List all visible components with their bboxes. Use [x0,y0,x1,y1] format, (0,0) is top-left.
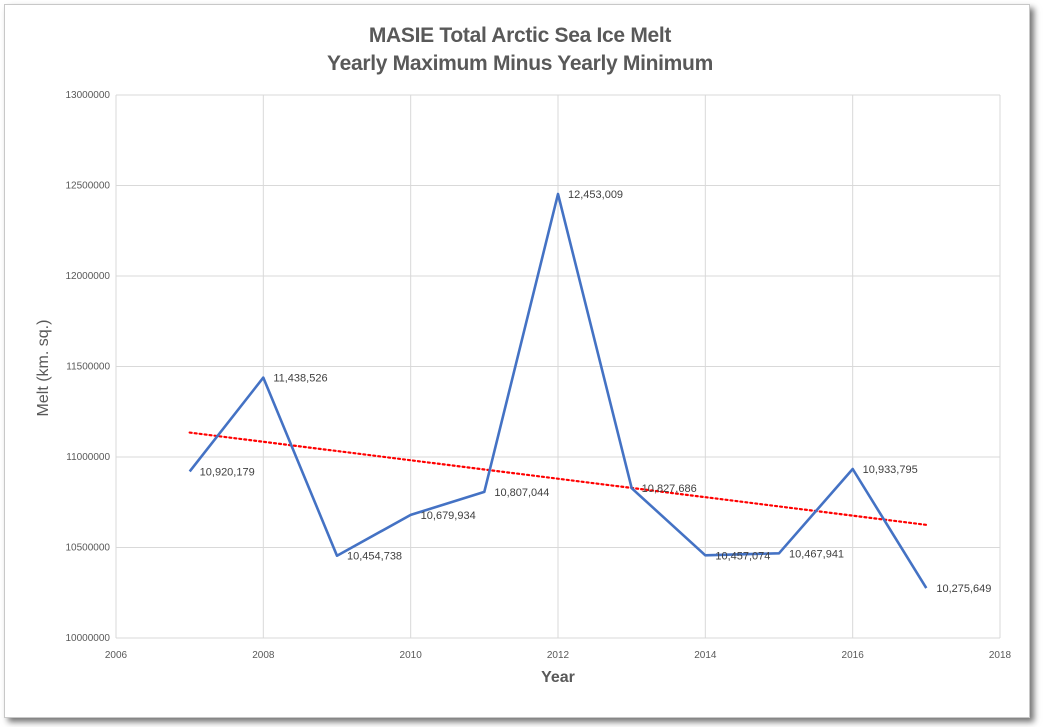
y-tick-label: 11000000 [66,452,110,463]
tick-labels: 10000000 10500000 11000000 11500000 12000000… [66,90,1012,661]
x-tick-label: 2016 [842,650,865,661]
y-tick-label: 11500000 [66,362,110,373]
data-label: 10,920,179 [200,466,255,478]
data-label: 11,438,526 [273,373,327,385]
data-label: 10,827,686 [642,483,697,495]
chart-title-line1: MASIE Total Arctic Sea Ice Melt [368,24,672,47]
data-label: 12,453,009 [568,189,623,201]
data-labels: 10,920,179 11,438,526 10,454,738 10,679,934… [200,189,992,595]
data-label: 10,457,074 [715,550,770,562]
grid-lines [115,94,1001,639]
y-tick-label: 13000000 [66,90,111,101]
y-tick-label: 10500000 [66,543,111,554]
x-axis-title: Year [541,669,575,686]
y-tick-label: 12000000 [66,271,111,282]
trendline-group [188,431,928,526]
data-label: 10,275,649 [936,583,991,595]
y-tick-label: 12500000 [66,181,111,192]
data-label: 10,933,795 [863,464,918,476]
x-tick-label: 2014 [694,650,717,661]
x-tick-label: 2010 [400,650,423,661]
data-label: 10,679,934 [421,510,476,522]
chart-plot: 10000000 10500000 11000000 11500000 12000000… [35,90,1012,686]
x-tick-label: 2012 [547,650,570,661]
x-tick-label: 2006 [105,650,128,661]
x-tick-label: 2008 [252,650,275,661]
data-label: 10,807,044 [494,487,549,499]
chart-title: MASIE Total Arctic Sea Ice Melt Yearly M… [0,22,1040,78]
chart-title-line2: Yearly Maximum Minus Yearly Minimum [327,52,713,75]
x-tick-label: 2018 [989,650,1012,661]
y-axis-title: Melt (km. sq.) [35,320,52,417]
data-label: 10,454,738 [347,551,402,563]
series-group [188,192,928,589]
series-line-melt [188,192,928,589]
data-label: 10,467,941 [789,548,844,560]
trendline [188,431,928,526]
y-tick-label: 10000000 [66,633,111,644]
